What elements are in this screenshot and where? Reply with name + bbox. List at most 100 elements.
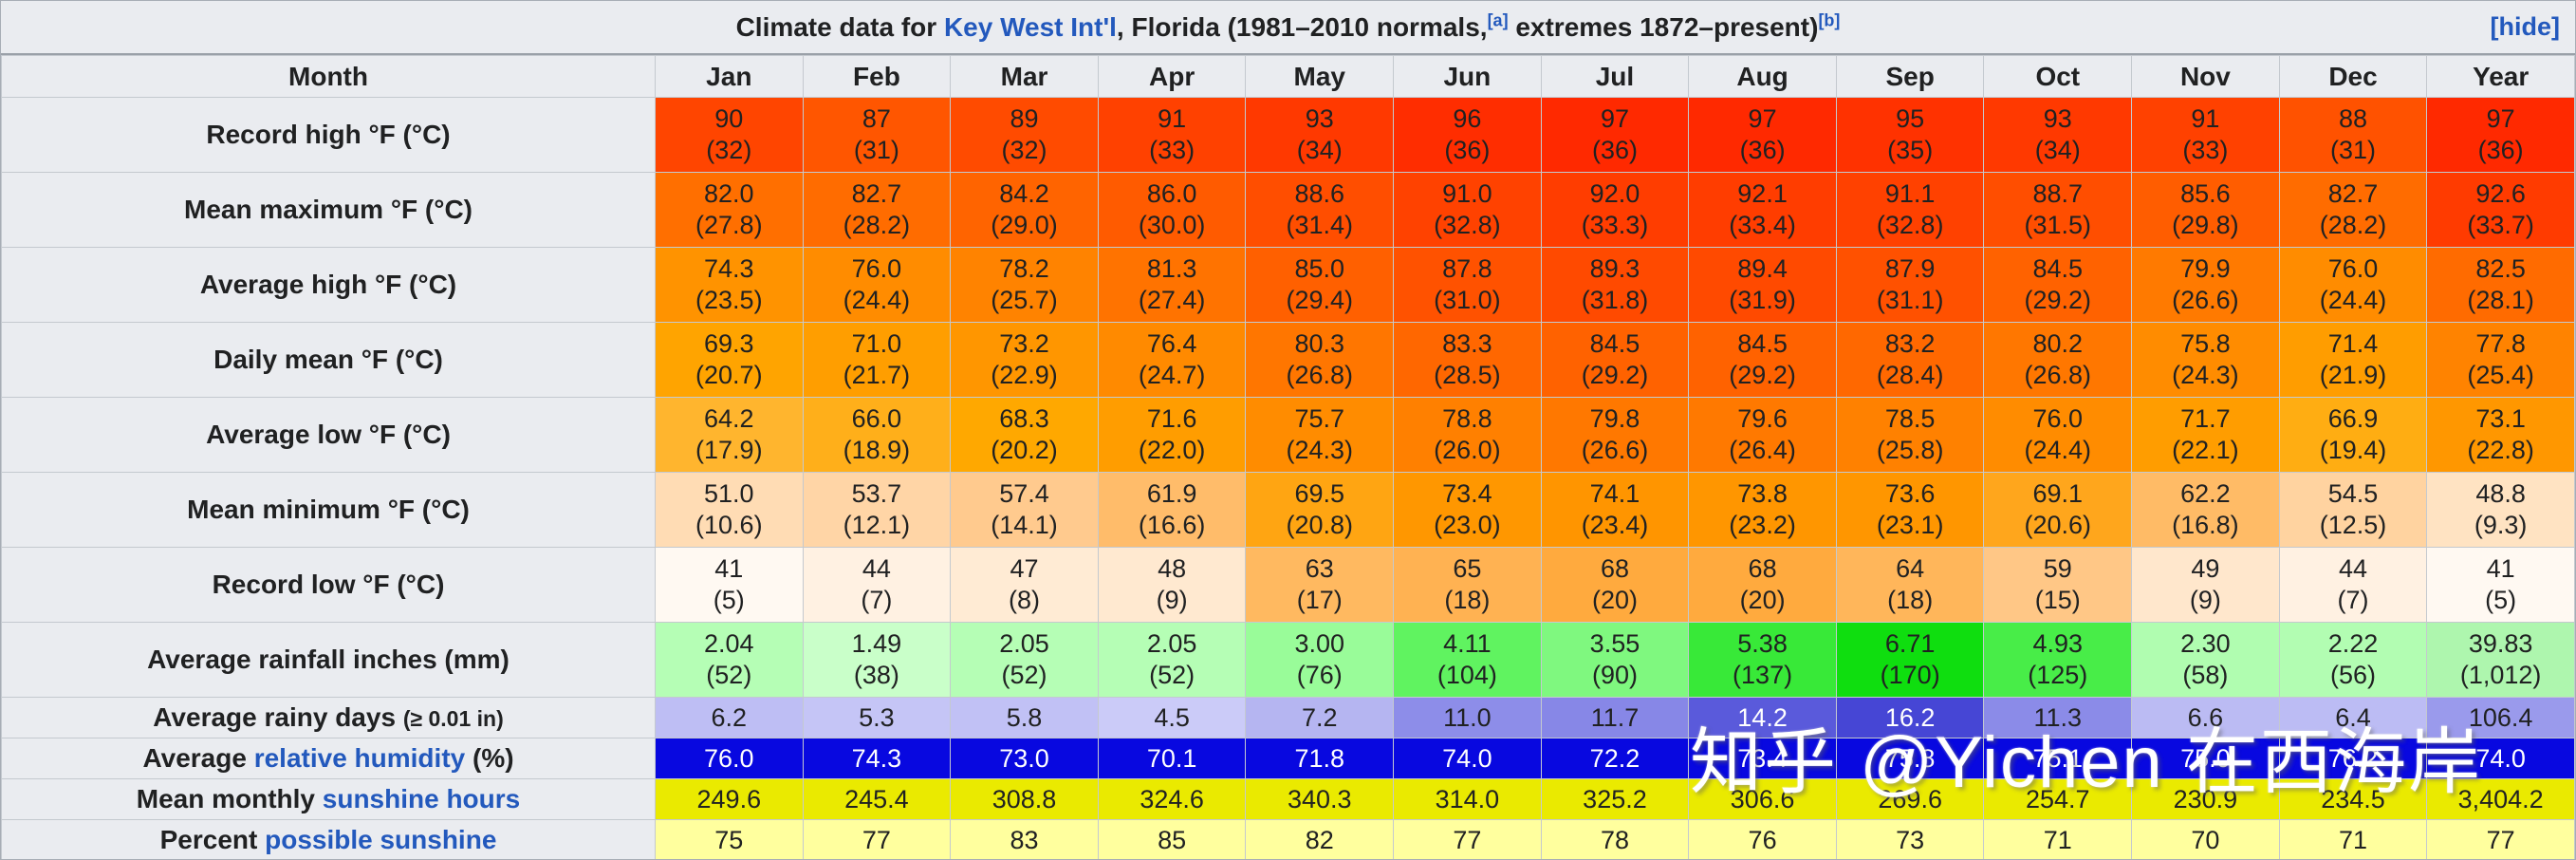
- data-cell: 11.7: [1541, 698, 1689, 738]
- table-row: Mean maximum °F (°C) 82.0 (27.8) 82.7 (28.2)…: [2, 173, 2574, 247]
- cell-value: 91: [2191, 104, 2220, 133]
- data-cell: 54.5 (12.5): [2279, 473, 2427, 547]
- data-cell: 325.2: [1541, 779, 1689, 819]
- footnote-b-link[interactable]: [b]: [1818, 10, 1841, 30]
- cell-value: 71.7: [2180, 404, 2231, 433]
- data-cell: 97 (36): [2427, 98, 2574, 172]
- cell-value: 90: [714, 104, 744, 133]
- cell-secondary-value: (26.6): [1581, 436, 1649, 464]
- column-header-jul: Jul: [1541, 56, 1689, 97]
- cell-secondary-value: (52): [706, 661, 752, 689]
- cell-secondary-value: (20): [1739, 586, 1786, 614]
- cell-value: 73.4: [1442, 479, 1492, 508]
- cell-value: 3.00: [1294, 629, 1345, 658]
- cell-value: 69.5: [1294, 479, 1345, 508]
- cell-value: 78: [1600, 825, 1629, 854]
- cell-value: 63: [1305, 554, 1334, 583]
- cell-value: 68: [1748, 554, 1777, 583]
- table-row: Mean monthly sunshine hours 249.6 245.4 308…: [2, 779, 2574, 819]
- row-label-text: Average rainfall inches (mm): [147, 645, 510, 674]
- cell-secondary-value: (5): [713, 586, 745, 614]
- cell-secondary-value: (26.0): [1434, 436, 1501, 464]
- footnote-a-link[interactable]: [a]: [1487, 10, 1509, 30]
- cell-value: 84.5: [2032, 254, 2084, 283]
- data-cell: 96 (36): [1394, 98, 1541, 172]
- data-cell: 75.1: [1984, 738, 2132, 778]
- data-cell: 73: [1836, 820, 1984, 859]
- cell-value: 54.5: [2327, 479, 2379, 508]
- cell-value: 254.7: [2026, 784, 2090, 813]
- cell-secondary-value: (125): [2028, 661, 2088, 689]
- cell-value: 85.6: [2180, 179, 2231, 208]
- cell-value: 78.5: [1884, 404, 1936, 433]
- data-cell: 89.4 (31.9): [1689, 248, 1836, 322]
- cell-value: 306.6: [1730, 784, 1795, 813]
- data-cell: 72.2: [1541, 738, 1689, 778]
- data-cell: 2.30 (58): [2132, 623, 2279, 697]
- cell-secondary-value: (24.7): [1138, 361, 1206, 389]
- cell-value: 85.0: [1294, 254, 1345, 283]
- cell-value: 69.1: [2032, 479, 2084, 508]
- data-cell: 71: [1984, 820, 2132, 859]
- cell-value: 72.2: [1589, 743, 1640, 773]
- data-cell: 92.6 (33.7): [2427, 173, 2574, 247]
- data-cell: 106.4: [2427, 698, 2574, 738]
- row-label: Average relative humidity (%): [2, 738, 655, 778]
- cell-value: 53.7: [851, 479, 902, 508]
- possible-sunshine-link[interactable]: possible sunshine: [265, 825, 497, 854]
- header-row: Month Jan Feb Mar Apr May Jun Jul Aug Sep Oct Nov De…: [2, 56, 2574, 97]
- data-cell: 3.55 (90): [1541, 623, 1689, 697]
- cell-value: 82.7: [2327, 179, 2379, 208]
- row-label: Mean minimum °F (°C): [2, 473, 655, 547]
- cell-value: 75.7: [1294, 404, 1345, 433]
- cell-secondary-value: (28.2): [2319, 211, 2387, 239]
- cell-value: 92.6: [2475, 179, 2526, 208]
- column-header-jun: Jun: [1394, 56, 1541, 97]
- cell-value: 73.8: [1737, 479, 1788, 508]
- cell-secondary-value: (25.7): [991, 286, 1058, 314]
- data-cell: 70.1: [1098, 738, 1246, 778]
- cell-value: 77: [2486, 825, 2515, 854]
- cell-secondary-value: (29.2): [2024, 286, 2092, 314]
- cell-secondary-value: (16.6): [1138, 511, 1206, 539]
- data-cell: 69.1 (20.6): [1984, 473, 2132, 547]
- hide-link[interactable]: [hide]: [2490, 12, 2561, 41]
- cell-secondary-value: (22.9): [991, 361, 1058, 389]
- cell-secondary-value: (31.0): [1434, 286, 1501, 314]
- cell-value: 88: [2338, 104, 2368, 133]
- cell-secondary-value: (20): [1591, 586, 1638, 614]
- cell-value: 79.8: [1589, 404, 1640, 433]
- cell-value: 79.9: [2180, 254, 2231, 283]
- data-cell: 76.0 (24.4): [1984, 398, 2132, 472]
- station-link[interactable]: Key West Int'l: [943, 11, 1117, 42]
- cell-value: 93: [1305, 104, 1334, 133]
- cell-value: 66.9: [2327, 404, 2379, 433]
- cell-value: 82.7: [851, 179, 902, 208]
- table-row: Percent possible sunshine 75 77 83 85 82 77 78 7…: [2, 820, 2574, 859]
- cell-value: 325.2: [1583, 784, 1647, 813]
- cell-secondary-value: (24.3): [2172, 361, 2239, 389]
- cell-value: 5.3: [859, 702, 895, 732]
- cell-secondary-value: (170): [1880, 661, 1940, 689]
- cell-value: 4.93: [2032, 629, 2084, 658]
- data-cell: 2.22 (56): [2279, 623, 2427, 697]
- cell-secondary-value: (8): [1009, 586, 1041, 614]
- cell-value: 97: [1600, 104, 1629, 133]
- row-label-text: Mean maximum °F (°C): [184, 195, 473, 224]
- sunshine-hours-link[interactable]: sunshine hours: [322, 784, 521, 813]
- cell-value: 82: [1305, 825, 1334, 854]
- data-cell: 234.5: [2279, 779, 2427, 819]
- cell-secondary-value: (17.9): [695, 436, 763, 464]
- data-cell: 88.6 (31.4): [1246, 173, 1394, 247]
- data-cell: 14.2: [1689, 698, 1836, 738]
- data-cell: 245.4: [803, 779, 951, 819]
- data-cell: 74.0: [1394, 738, 1541, 778]
- cell-value: 51.0: [704, 479, 754, 508]
- cell-value: 76: [1748, 825, 1777, 854]
- data-cell: 71.0 (21.7): [803, 323, 951, 397]
- relative-humidity-link[interactable]: relative humidity: [253, 743, 466, 773]
- cell-value: 6.4: [2335, 702, 2371, 732]
- table-row: Record high °F (°C) 90 (32) 87 (31) 89 (32) 91 (…: [2, 98, 2574, 172]
- cell-value: 230.9: [2173, 784, 2238, 813]
- cell-value: 65: [1453, 554, 1482, 583]
